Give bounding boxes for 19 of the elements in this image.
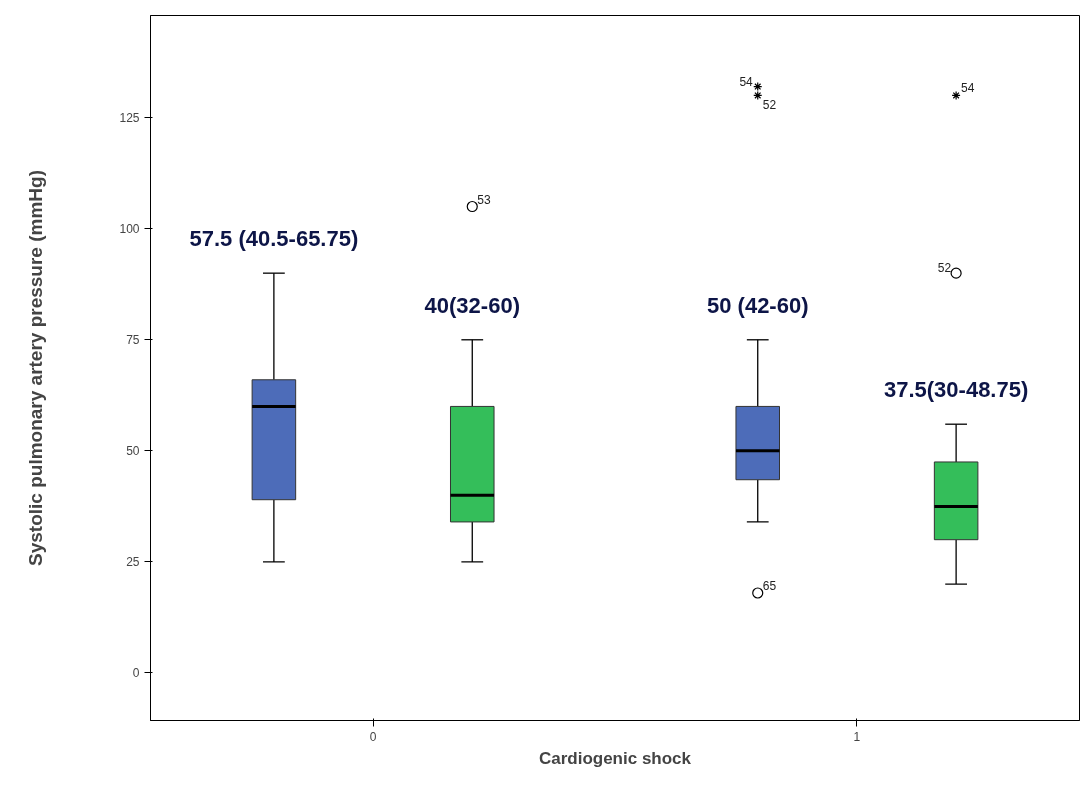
annotation: 65 [762,579,777,593]
y-axis-title: Systolic pulmonary artery pressure (mmHg) [25,170,47,566]
x-tick-label: 1 [853,729,861,744]
annotation: 50 (42-60) [706,292,809,318]
annotation: 37.5(30-48.75) [883,377,1029,403]
y-tick-label: 100 [119,222,140,237]
annotation: 53 [477,192,491,207]
y-tick-label: 25 [126,555,140,570]
y-tick-label: 50 [126,444,140,459]
annotation: 40(32-60) [424,292,520,318]
y-tick-label: 125 [119,111,140,126]
y-tick-label: 0 [132,666,140,681]
annotation: 54 [961,81,975,96]
annotation: 57.5 (40.5-65.75) [189,226,359,252]
annotation: 52 [937,261,952,276]
annotation: 54 [739,74,754,89]
y-tick-label: 75 [126,333,140,348]
x-axis-title: Cardiogenic shock [538,748,692,768]
annotation: 52 [762,98,777,113]
